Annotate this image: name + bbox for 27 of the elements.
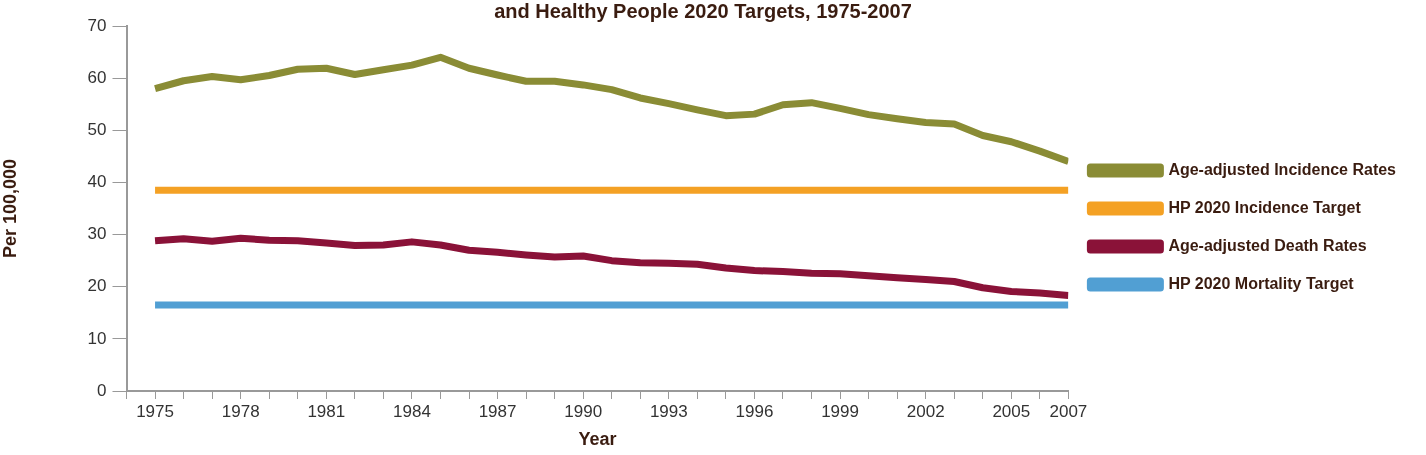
y-tick-label: 40 <box>87 172 107 192</box>
x-axis-title: Year <box>578 429 617 450</box>
x-tick-label: 1975 <box>136 401 174 421</box>
y-tick-label: 50 <box>87 119 107 139</box>
x-tick-label: 1996 <box>735 401 774 421</box>
y-axis-title: Per 100,000 <box>0 158 20 259</box>
y-tick-label: 70 <box>87 15 107 35</box>
chart-title: and Healthy People 2020 Targets, 1975-2007 <box>494 0 912 22</box>
y-tick-label: 20 <box>87 276 107 296</box>
legend-label: HP 2020 Incidence Target <box>1168 198 1362 216</box>
legend-label: Age-adjusted Death Rates <box>1168 236 1367 254</box>
x-tick-label: 1984 <box>393 401 431 421</box>
y-tick-label: 60 <box>87 67 107 87</box>
y-tick-label: 30 <box>87 224 107 244</box>
legend-label: Age-adjusted Incidence Rates <box>1168 160 1397 178</box>
x-tick-label: 2007 <box>1049 401 1088 421</box>
x-tick-label: 1978 <box>221 401 260 421</box>
x-tick-label: 2002 <box>906 401 945 421</box>
y-tick-label: 10 <box>87 328 107 348</box>
x-tick-label: 1993 <box>649 401 688 421</box>
x-tick-label: 2005 <box>992 401 1031 421</box>
x-tick-label: 1981 <box>307 401 346 421</box>
x-tick-label: 1999 <box>821 401 859 421</box>
x-tick-label: 1987 <box>478 401 517 421</box>
legend-label: HP 2020 Mortality Target <box>1168 274 1355 292</box>
x-tick-label: 1990 <box>564 401 603 421</box>
y-tick-label: 0 <box>97 380 107 400</box>
